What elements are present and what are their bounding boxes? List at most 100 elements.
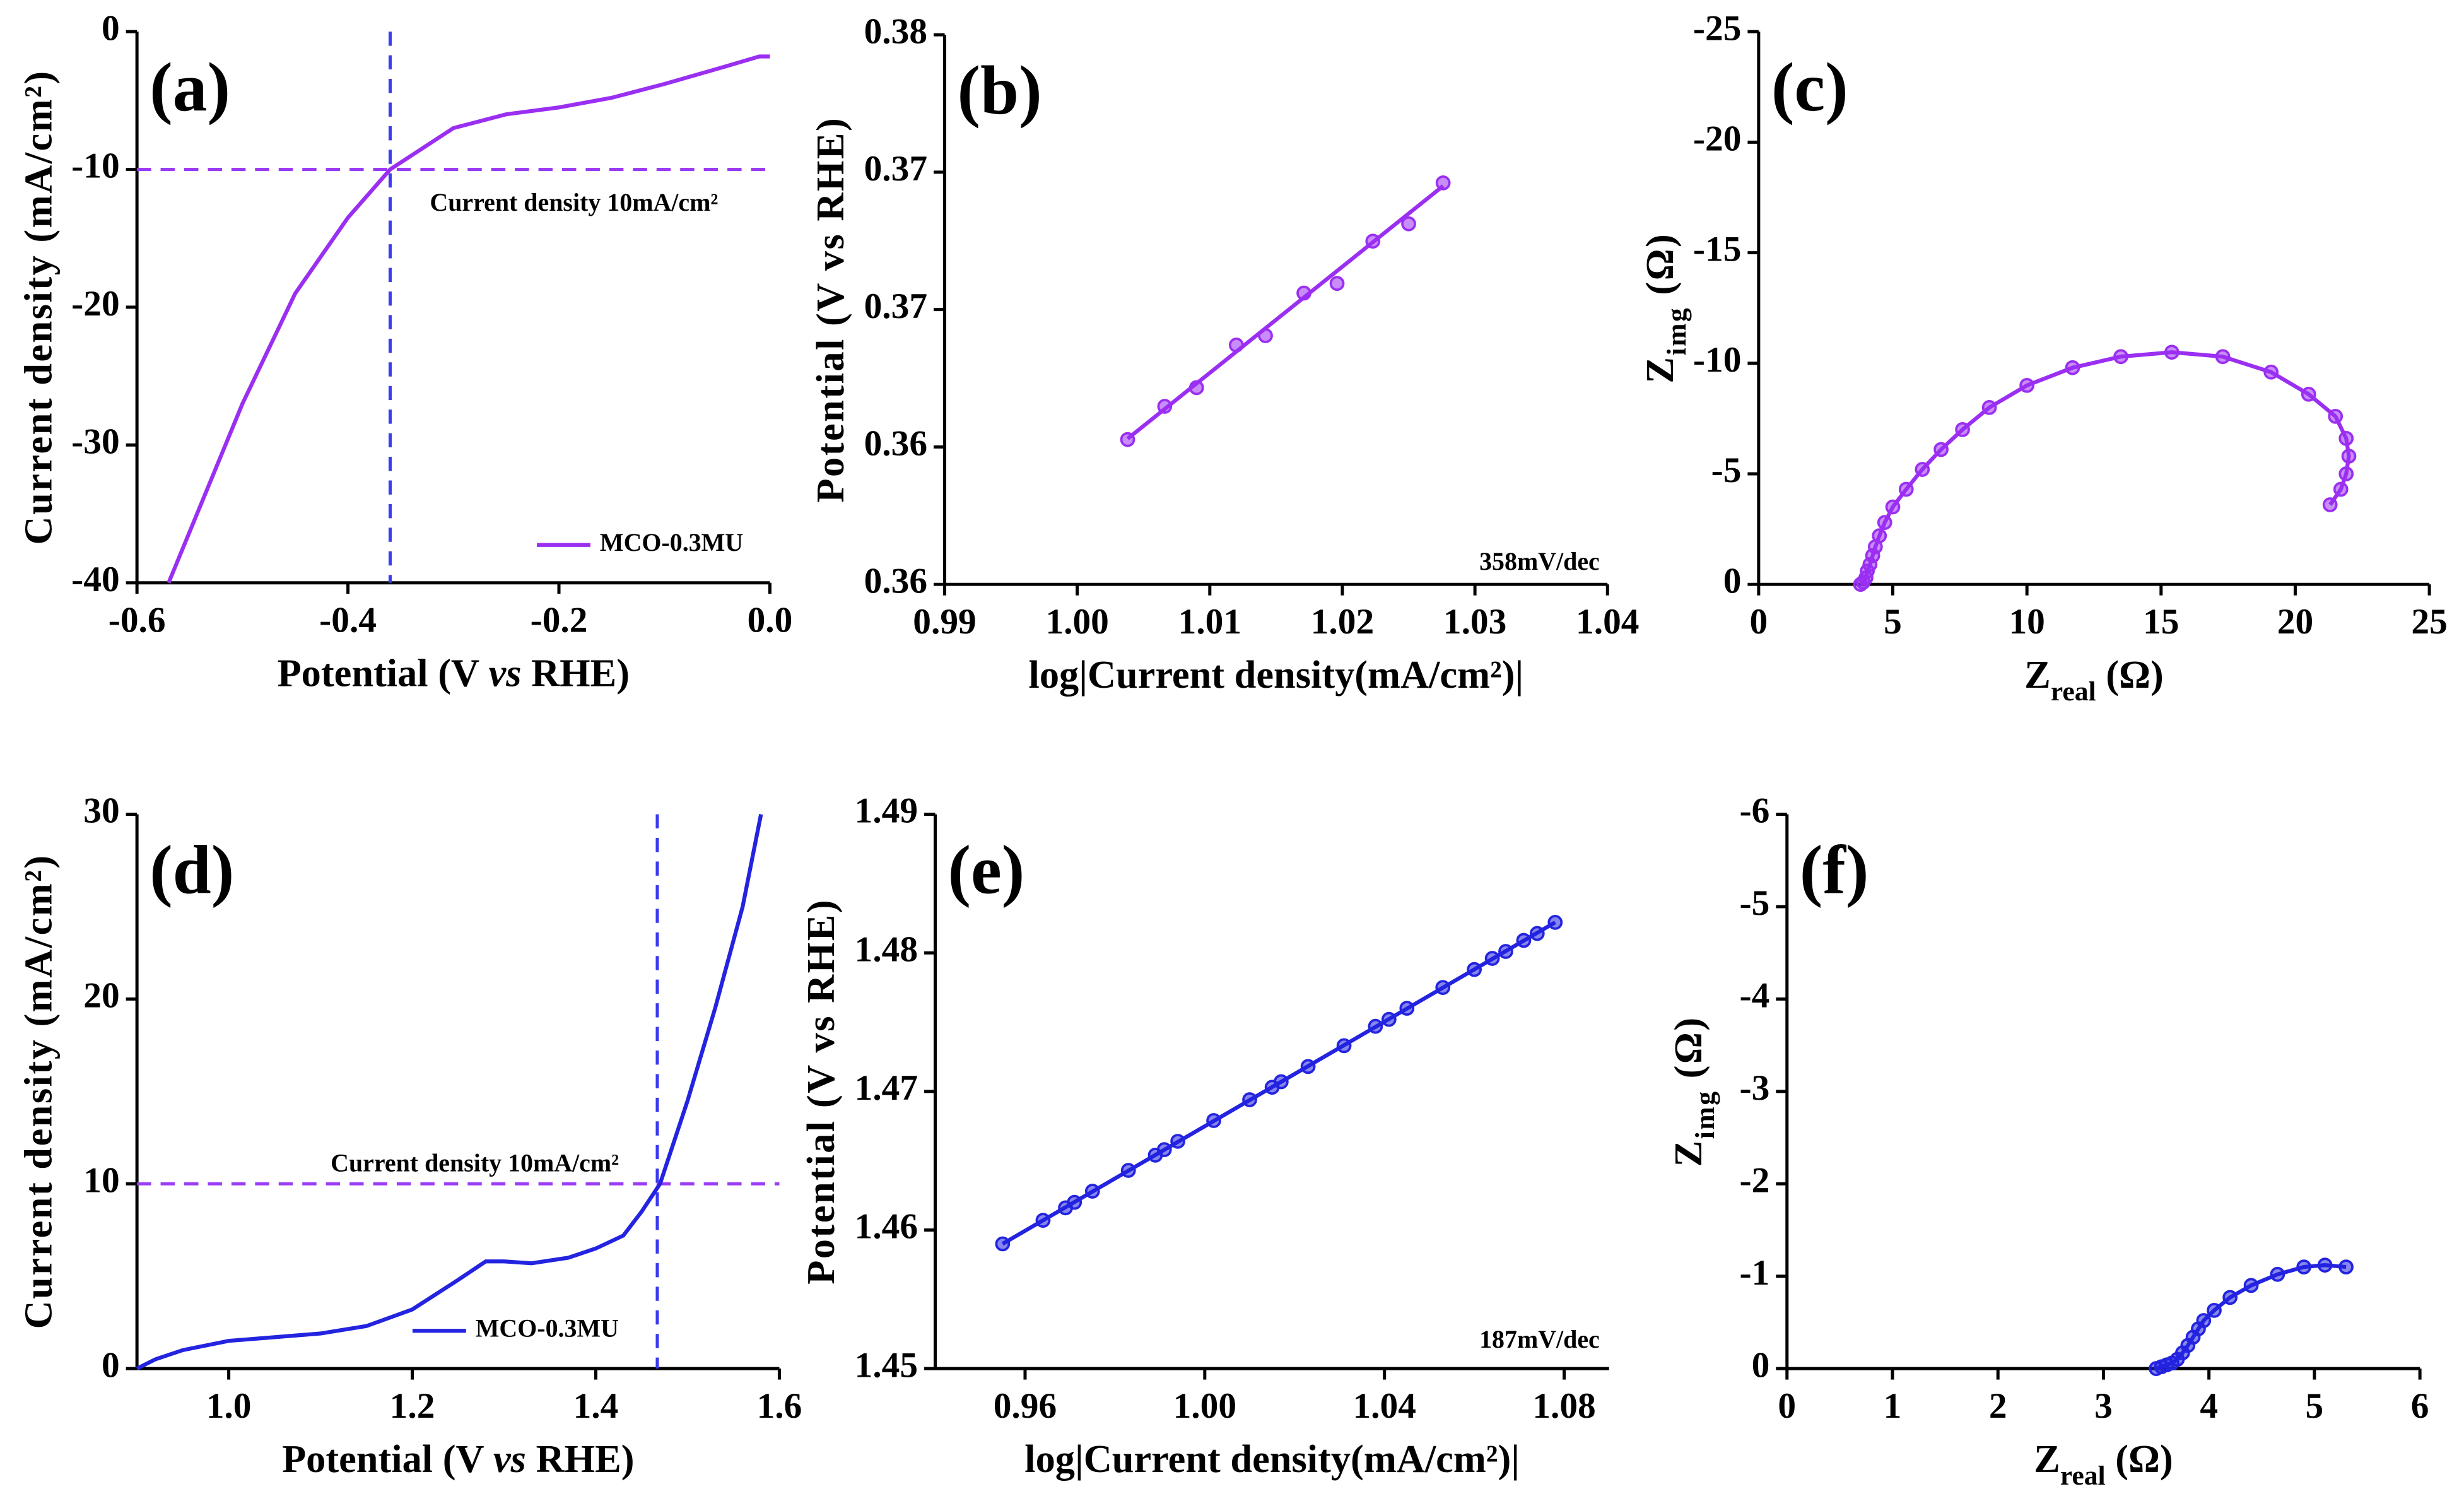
y-tick-label: 10 (83, 1160, 119, 1200)
fit-line (1126, 184, 1445, 440)
marker (1170, 1134, 1185, 1149)
marker (2065, 360, 2080, 375)
y-tick-label: 1.49 (855, 791, 918, 831)
marker (1955, 422, 1970, 437)
marker (1300, 1059, 1316, 1074)
data-line (136, 813, 763, 1370)
y-tick-label: -5 (1711, 450, 1742, 490)
y-tick-label: 0 (102, 1345, 120, 1385)
x-tick-label: 1.08 (1532, 1386, 1595, 1426)
y-tick-label: -1 (1740, 1253, 1770, 1293)
marker (2222, 1290, 2238, 1305)
x-tick-label: 1.2 (390, 1386, 435, 1426)
x-axis-label-part: (Ω) (2106, 1437, 2173, 1481)
marker (2296, 1259, 2312, 1274)
y-tick-label: -20 (1693, 119, 1742, 159)
x-axis-label: Potential (V vs RHE) (282, 1437, 634, 1481)
marker (1336, 1038, 1352, 1054)
x-tick-label: 0 (1778, 1386, 1796, 1426)
panel-label: (a) (150, 49, 230, 126)
marker (1435, 175, 1451, 191)
x-axis-label: Potential (V vs RHE) (278, 652, 630, 695)
y-axis-label: Potential (V vs RHE) (809, 117, 852, 503)
marker (1435, 980, 1451, 995)
y-tick-label: 0 (1723, 561, 1742, 601)
x-tick-label: 1.4 (573, 1386, 619, 1426)
marker (1498, 944, 1513, 959)
x-tick-label: 1.6 (757, 1386, 802, 1426)
y-tick-label: 1.45 (855, 1345, 918, 1385)
panel-label: (c) (1771, 49, 1848, 126)
marker (1206, 1113, 1221, 1128)
x-axis-label: log|Current density(mA/cm²)| (1029, 653, 1524, 697)
marker (2301, 386, 2316, 402)
x-tick-label: 1.00 (1173, 1386, 1236, 1426)
y-axis-label-part: Z (1638, 356, 1682, 384)
marker (1365, 233, 1381, 249)
marker (2317, 1257, 2333, 1273)
x-tick-label: 1.00 (1045, 602, 1108, 642)
marker (1296, 285, 1311, 301)
annotation: Current density 10mA/cm² (331, 1148, 619, 1177)
marker (1529, 926, 1545, 941)
marker (2263, 364, 2279, 380)
marker (2322, 497, 2338, 512)
x-axis-label-part: real (2060, 1461, 2106, 1491)
y-tick-label: -20 (71, 284, 120, 324)
x-tick-label: 5 (1884, 602, 1902, 642)
x-axis-label-part: RHE) (521, 652, 630, 695)
panel-label: (f) (1800, 832, 1869, 909)
y-tick-label: 0.36 (864, 561, 927, 601)
x-axis-label-part: Potential (V (278, 652, 489, 695)
marker (2215, 349, 2231, 365)
x-axis-label-part: vs (493, 1437, 526, 1481)
legend-label: MCO-0.3MU (600, 528, 743, 556)
x-axis-label-part: Z (2024, 653, 2051, 697)
x-axis-label-part: real (2051, 676, 2096, 707)
marker (2338, 431, 2354, 446)
y-axis-label-part: Z (1667, 1139, 1710, 1167)
marker (2328, 409, 2344, 424)
marker (1381, 1011, 1397, 1027)
x-tick-label: -0.6 (109, 601, 166, 640)
x-axis-label-part: (Ω) (2096, 653, 2164, 697)
marker (1120, 432, 1135, 447)
marker (1399, 1001, 1415, 1016)
x-axis-label: Zreal (Ω) (2024, 653, 2164, 707)
x-tick-label: 1 (1884, 1386, 1902, 1426)
x-axis-label: log|Current density(mA/cm²)| (1024, 1437, 1520, 1481)
y-tick-label: -15 (1693, 230, 1742, 269)
y-tick-label: 0 (1752, 1345, 1770, 1385)
x-tick-label: 0.99 (913, 602, 976, 642)
x-tick-label: 4 (2200, 1386, 2218, 1426)
x-tick-label: 25 (2411, 602, 2447, 642)
y-axis-label: Current density (mA/cm²) (17, 69, 61, 544)
marker (2338, 466, 2354, 481)
marker (2196, 1313, 2212, 1328)
y-axis-label: Potential (V vs RHE) (799, 898, 843, 1285)
y-tick-label: -25 (1693, 8, 1742, 48)
y-tick-label: 0.37 (864, 286, 927, 326)
marker (1885, 499, 1901, 515)
y-tick-label: -10 (1693, 340, 1742, 380)
x-tick-label: 0.0 (748, 601, 793, 640)
x-axis-label: Zreal (Ω) (2034, 1437, 2173, 1491)
data-line (167, 54, 770, 584)
x-tick-label: -0.2 (531, 601, 588, 640)
y-axis-label: Zimg (Ω) (1667, 1016, 1720, 1167)
marker (2164, 344, 2179, 360)
marker (1228, 337, 1244, 353)
x-tick-label: 1.04 (1352, 1386, 1416, 1426)
marker (1067, 1194, 1082, 1210)
y-tick-label: 0.38 (864, 11, 927, 51)
marker (1156, 1142, 1172, 1157)
marker (2270, 1266, 2285, 1282)
marker (1915, 462, 1930, 477)
y-tick-label: -5 (1740, 883, 1770, 923)
x-tick-label: 1.03 (1443, 602, 1506, 642)
y-tick-label: -2 (1740, 1160, 1770, 1200)
marker (1157, 399, 1173, 414)
x-tick-label: 1.0 (206, 1386, 252, 1426)
x-axis-label-part: Z (2034, 1437, 2060, 1481)
